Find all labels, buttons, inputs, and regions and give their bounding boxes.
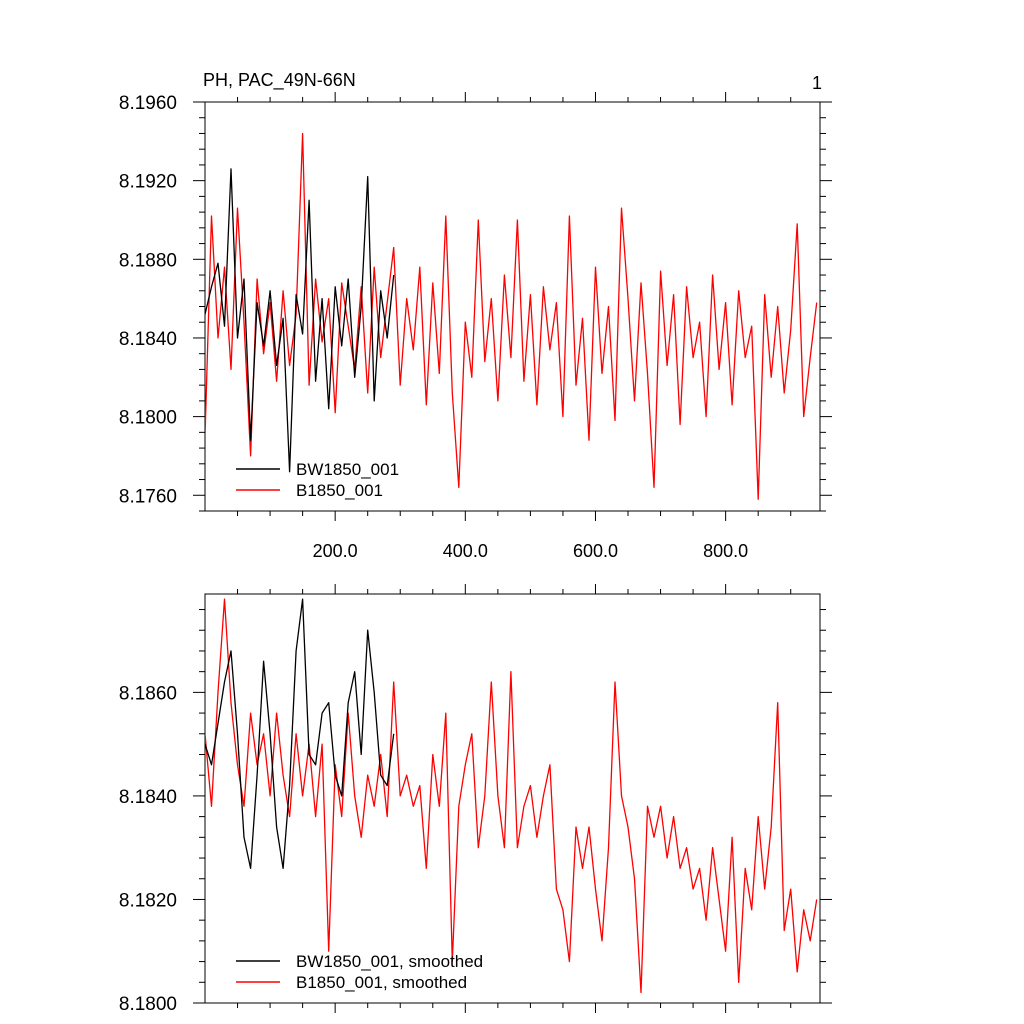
- series-line-bw1850: [205, 598, 395, 870]
- legend-label: BW1850_001, smoothed: [296, 952, 483, 971]
- x-tick-label: 600.0: [573, 541, 618, 561]
- panel-number: 1: [812, 73, 822, 93]
- y-tick-label: 8.1860: [119, 683, 177, 704]
- y-tick-label: 8.1800: [119, 408, 177, 429]
- y-tick-label: 8.1760: [119, 486, 177, 507]
- y-tick-label: 8.1820: [119, 890, 177, 911]
- y-tick-label: 8.1920: [119, 172, 177, 193]
- x-tick-label: 200.0: [313, 541, 358, 561]
- y-tick-label: 8.1880: [119, 250, 177, 271]
- y-tick-label: 8.1840: [119, 329, 177, 350]
- series-line-bw1850: [205, 168, 395, 473]
- chart-bottom-panel: 8.1800 8.1820 8.1840 8.1860 BW1850_001, smoo…: [119, 584, 832, 1015]
- y-tick-label: 8.1800: [119, 994, 177, 1015]
- legend-label: B1850_001, smoothed: [296, 973, 467, 992]
- plot-frame: [204, 101, 821, 512]
- series-line-b1850: [205, 598, 818, 994]
- y-tick-label: 8.1840: [119, 787, 177, 808]
- x-tick-label: 800.0: [703, 541, 748, 561]
- figure-title: PH, PAC_49N-66N: [203, 70, 356, 91]
- plot-frame: [204, 593, 821, 1004]
- x-tick-label: 400.0: [443, 541, 488, 561]
- chart-top-panel: 200.0 400.0 600.0 800.0 8.1760 8.1800 8.1840 8.…: [119, 92, 832, 561]
- legend-label: B1850_001: [296, 481, 383, 500]
- series-line-b1850: [205, 132, 818, 500]
- y-tick-label: 8.1960: [119, 93, 177, 114]
- legend-label: BW1850_001: [296, 460, 399, 479]
